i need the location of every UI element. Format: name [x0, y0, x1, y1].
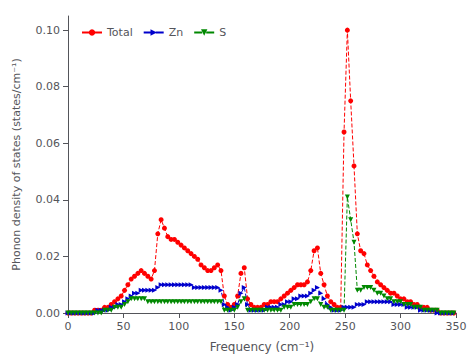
- svg-text:0.10: 0.10: [36, 24, 61, 37]
- svg-text:350: 350: [446, 320, 467, 333]
- svg-text:150: 150: [224, 320, 245, 333]
- svg-text:Frequency (cm⁻¹): Frequency (cm⁻¹): [210, 340, 315, 354]
- svg-text:250: 250: [335, 320, 356, 333]
- svg-text:Total: Total: [106, 26, 133, 39]
- svg-text:Phonon density of states (stat: Phonon density of states (states/cm⁻¹): [10, 58, 23, 270]
- svg-text:0.08: 0.08: [36, 80, 61, 93]
- svg-text:0.06: 0.06: [36, 137, 61, 150]
- svg-text:50: 50: [116, 320, 130, 333]
- svg-text:0.04: 0.04: [36, 193, 61, 206]
- svg-text:Zn: Zn: [169, 26, 184, 39]
- svg-text:0.02: 0.02: [36, 250, 61, 263]
- svg-text:0.00: 0.00: [36, 307, 61, 320]
- svg-text:S: S: [219, 26, 226, 39]
- svg-text:0: 0: [65, 320, 72, 333]
- svg-text:200: 200: [279, 320, 300, 333]
- svg-text:300: 300: [390, 320, 411, 333]
- svg-text:100: 100: [168, 320, 189, 333]
